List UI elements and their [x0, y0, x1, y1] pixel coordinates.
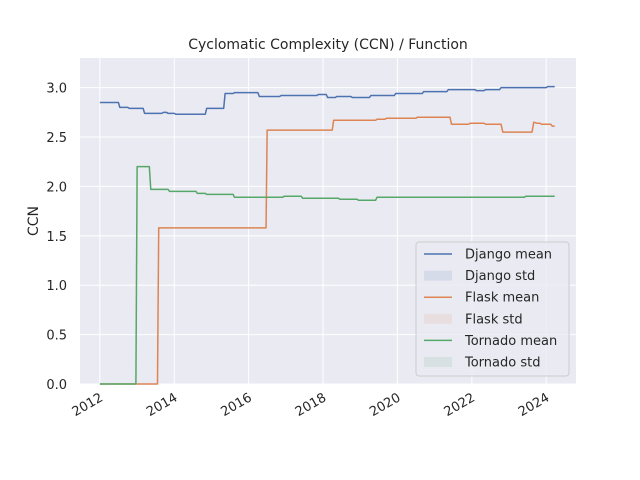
legend-frame [415, 241, 570, 377]
y-tick-label: 2.5 [46, 131, 67, 146]
y-axis-label: CCN [26, 206, 42, 236]
flask-std-legend-swatch [424, 313, 452, 324]
series-lines [99, 85, 555, 385]
tornado-mean-legend-label: Tornado mean [464, 334, 557, 349]
flask-std-legend-label: Flask std [465, 312, 523, 327]
tornado-std-legend-swatch [424, 357, 452, 367]
y-tick-label: 3.0 [46, 82, 67, 97]
y-tick-label: 1.5 [46, 230, 67, 245]
y-tick-labels: 0.0 0.5 1.0 1.5 2.0 2.5 3.0 [46, 82, 67, 393]
tornado-std-legend-label: Tornado std [464, 356, 540, 371]
legend: Django mean Django std Flask mean Flask std… [415, 241, 570, 377]
y-tick-label: 0.5 [46, 329, 67, 344]
django-std-legend-label: Django std [465, 269, 535, 284]
django-mean-line [99, 85, 555, 116]
django-std-legend-swatch [424, 270, 452, 281]
django-mean-legend-label: Django mean [465, 248, 552, 263]
y-tick-label: 2.0 [46, 180, 67, 195]
flask-mean-line [99, 116, 555, 385]
y-tick-label: 1.0 [46, 279, 67, 294]
flask-mean-legend-label: Flask mean [465, 291, 539, 306]
tornado-mean-line [99, 165, 555, 385]
chart-title: Cyclomatic Complexity (CCN) / Function [188, 37, 468, 53]
y-tick-label: 0.0 [46, 378, 67, 393]
